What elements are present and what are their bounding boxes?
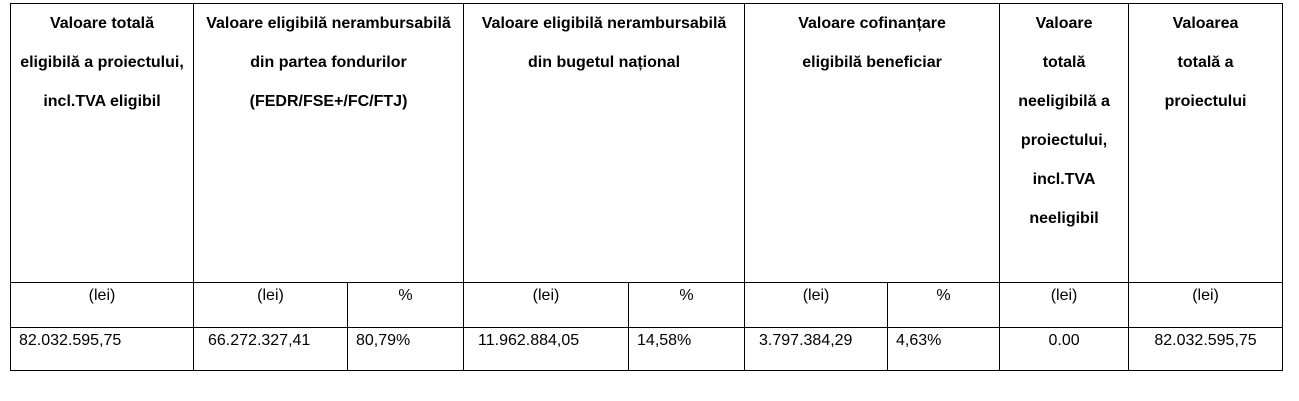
header-cell: Valoare eligibilă nerambursabilă din bug…: [463, 3, 746, 283]
header-cell: Valoare totală neeligibilă a proiectului…: [999, 3, 1130, 283]
header-cell: Valoarea totală a proiectului: [1128, 3, 1284, 283]
unit-cell: (lei): [1128, 282, 1284, 328]
unit-cell: (lei): [999, 282, 1130, 328]
header-cell: Valoare eligibilă nerambursabilă din par…: [192, 3, 465, 283]
unit-cell: (lei): [744, 282, 889, 328]
value-cell: 14,58%: [628, 327, 746, 371]
unit-cell: (lei): [193, 282, 348, 328]
funding-table: Valoare totală eligibilă a proiectului, …: [10, 3, 1284, 371]
value-cell: 80,79%: [346, 327, 465, 371]
value-cell: 3.797.384,29: [744, 327, 889, 371]
header-cell: Valoare cofinanțare eligibilă beneficiar: [744, 3, 1001, 283]
value-cell: 4,63%: [887, 327, 1001, 371]
header-row: Valoare totală eligibilă a proiectului, …: [10, 3, 1284, 283]
value-cell: 0.00: [999, 327, 1130, 371]
value-cell: 11.962.884,05: [463, 327, 630, 371]
unit-cell: %: [887, 282, 1001, 328]
value-cell: 66.272.327,41: [193, 327, 348, 371]
unit-cell: (lei): [10, 282, 194, 328]
unit-cell: %: [628, 282, 746, 328]
header-cell: Valoare totală eligibilă a proiectului, …: [10, 3, 194, 283]
value-cell: 82.032.595,75: [10, 327, 194, 371]
units-row: (lei) (lei) % (lei) % (lei) % (lei) (lei…: [10, 282, 1284, 328]
value-cell: 82.032.595,75: [1128, 327, 1284, 371]
unit-cell: (lei): [463, 282, 630, 328]
data-row: 82.032.595,75 66.272.327,41 80,79% 11.96…: [10, 327, 1284, 371]
unit-cell: %: [346, 282, 465, 328]
